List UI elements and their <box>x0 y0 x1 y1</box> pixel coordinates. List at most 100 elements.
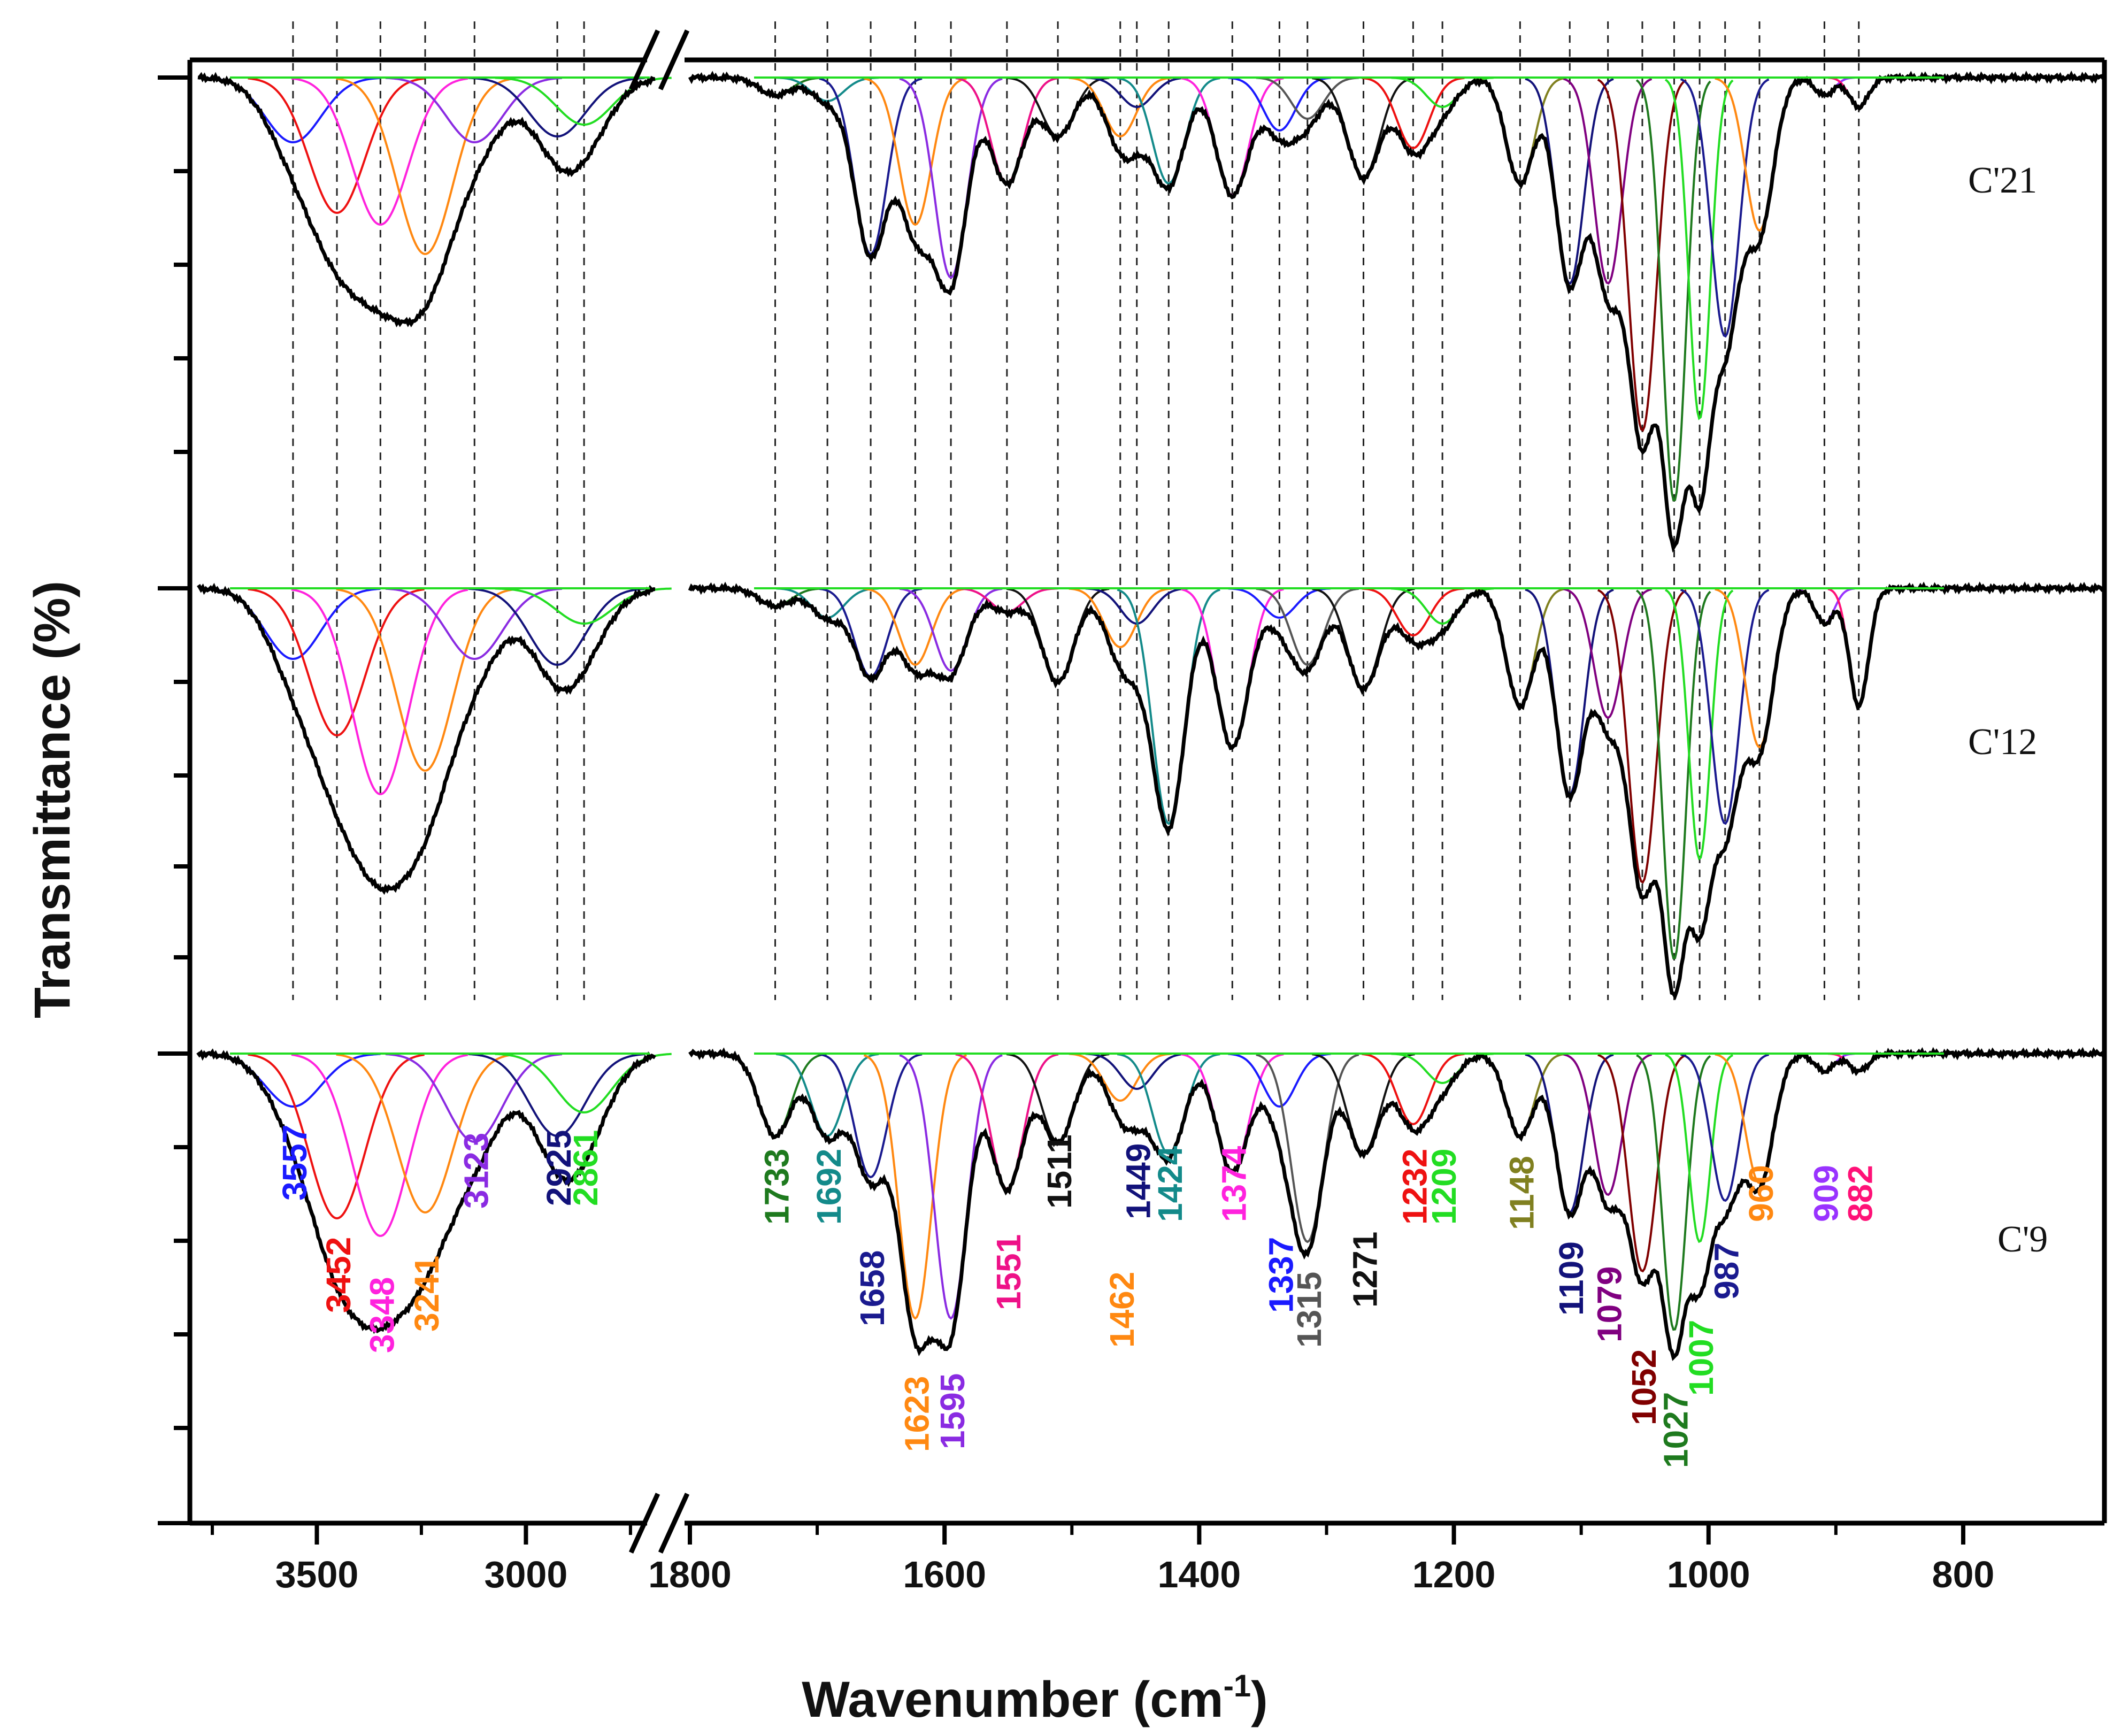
component-C9-1052 <box>1597 1054 1687 1273</box>
component-C21-1052 <box>1597 79 1687 432</box>
component-C21-1595 <box>899 78 1003 279</box>
component-C21-1623 <box>863 77 967 226</box>
component-C12-2925 <box>468 587 645 666</box>
peak-label-2861: 2861 <box>566 1130 605 1206</box>
component-C9-987 <box>1680 1053 1770 1202</box>
component-C12-3452 <box>248 588 425 736</box>
peak-label-1623: 1623 <box>897 1376 936 1452</box>
component-C21-987 <box>1680 78 1770 338</box>
peak-label-1109: 1109 <box>1552 1241 1590 1316</box>
component-C21-3348 <box>291 77 468 226</box>
peak-label-1511: 1511 <box>1040 1134 1079 1209</box>
peak-label-1424: 1424 <box>1151 1146 1189 1222</box>
component-C9-1733 <box>724 1053 827 1138</box>
peak-label-1733: 1733 <box>758 1149 796 1225</box>
y-axis-title: Transmittance (%) <box>24 581 81 1018</box>
component-C21-1109 <box>1525 78 1614 285</box>
component-C9-1315 <box>1256 1054 1359 1243</box>
peak-label-1374: 1374 <box>1215 1146 1253 1222</box>
envelope-C9-segment-2 <box>688 1047 2105 1361</box>
peak-label-1148: 1148 <box>1502 1156 1541 1230</box>
component-C12-1462 <box>1069 587 1172 649</box>
axis-break-top-1 <box>628 29 660 90</box>
component-C9-1424 <box>1117 1053 1220 1155</box>
component-C9-1079 <box>1563 1053 1653 1196</box>
component-C12-1337 <box>1228 587 1331 619</box>
peak-label-1595: 1595 <box>933 1373 972 1449</box>
x-axis-title-close: ) <box>1251 1671 1268 1728</box>
component-C21-2925 <box>468 76 645 138</box>
component-C9-1337 <box>1228 1053 1331 1108</box>
sample-label-c12: C'12 <box>1968 721 2037 763</box>
peak-label-1027: 1027 <box>1657 1392 1695 1468</box>
component-C9-1658 <box>819 1053 923 1179</box>
component-C21-1027 <box>1635 79 1711 502</box>
x-tick-label-1600: 1600 <box>903 1554 986 1595</box>
component-C21-1462 <box>1069 76 1172 138</box>
peak-label-2925: 2925 <box>540 1130 578 1206</box>
component-C9-2925 <box>468 1053 645 1137</box>
component-C9-3452 <box>248 1053 425 1219</box>
component-C12-987 <box>1680 588 1770 825</box>
component-C21-1337 <box>1228 76 1331 132</box>
sample-label-c21: C'21 <box>1968 160 2037 201</box>
component-C12-3241 <box>336 588 513 772</box>
x-axis-title-main: Wavenumber (cm <box>802 1671 1223 1728</box>
series-C9 <box>196 1047 2105 1361</box>
peak-label-1271: 1271 <box>1346 1232 1385 1308</box>
peak-label-882: 882 <box>1841 1165 1880 1222</box>
envelope-C9-segment-1 <box>196 1048 656 1334</box>
component-C12-1052 <box>1597 589 1687 884</box>
component-C12-1315 <box>1256 587 1359 666</box>
component-C12-1027 <box>1635 589 1711 959</box>
series-C12 <box>197 581 2105 1001</box>
peak-label-3557: 3557 <box>275 1125 314 1201</box>
peak-label-1079: 1079 <box>1590 1266 1629 1342</box>
peak-label-1232: 1232 <box>1395 1149 1434 1225</box>
envelope-C21-segment-1 <box>197 72 656 328</box>
sample-label-c9: C'9 <box>1997 1219 2048 1260</box>
x-tick-label-3500: 3500 <box>275 1554 359 1595</box>
component-C21-3241 <box>336 78 513 255</box>
component-C9-1232 <box>1362 1053 1465 1126</box>
component-C21-1449 <box>1085 76 1188 109</box>
component-C9-1595 <box>899 1054 1003 1320</box>
peak-label-1337: 1337 <box>1262 1237 1300 1313</box>
component-C12-1232 <box>1362 587 1465 637</box>
plot-frame <box>158 29 2107 1554</box>
series-C21 <box>197 70 2105 553</box>
component-C21-1315 <box>1256 76 1359 120</box>
component-C12-1079 <box>1563 588 1653 719</box>
x-axis-title-exponent: -1 <box>1224 1669 1251 1703</box>
peak-label-987: 987 <box>1708 1242 1746 1300</box>
peak-label-3348: 3348 <box>363 1277 401 1353</box>
peak-label-1462: 1462 <box>1103 1272 1141 1348</box>
component-C9-1007 <box>1665 1054 1734 1243</box>
peak-label-909: 909 <box>1807 1165 1845 1222</box>
component-C12-1424 <box>1117 588 1220 825</box>
envelope-C21-segment-2 <box>688 70 2105 553</box>
peak-label-960: 960 <box>1742 1165 1780 1222</box>
x-tick-label-1000: 1000 <box>1667 1554 1750 1595</box>
peak-label-3123: 3123 <box>457 1133 495 1209</box>
peak-label-3241: 3241 <box>408 1256 446 1332</box>
x-tick-label-1800: 1800 <box>648 1554 732 1595</box>
peak-label-1658: 1658 <box>853 1250 892 1326</box>
peak-labels: 3500 3000 1800 1600 1400 1200 1000 800355734523… <box>275 1125 1995 1595</box>
component-C21-1424 <box>1117 77 1220 185</box>
component-C21-1079 <box>1563 78 1653 285</box>
component-C9-1623 <box>863 1054 967 1320</box>
peak-label-1052: 1052 <box>1625 1349 1663 1425</box>
envelope-C12-segment-2 <box>688 581 2105 1001</box>
component-C9-960 <box>1715 1053 1804 1185</box>
component-C9-3348 <box>291 1054 468 1237</box>
envelope-C12-segment-1 <box>197 582 656 895</box>
peak-label-1692: 1692 <box>810 1149 848 1225</box>
component-C9-1462 <box>1069 1053 1172 1102</box>
spectra-layer <box>196 70 2105 1361</box>
component-C21-1232 <box>1362 76 1465 150</box>
peak-label-1315: 1315 <box>1290 1272 1328 1348</box>
axis-break-top-2 <box>658 29 690 90</box>
component-C12-3348 <box>291 588 468 795</box>
